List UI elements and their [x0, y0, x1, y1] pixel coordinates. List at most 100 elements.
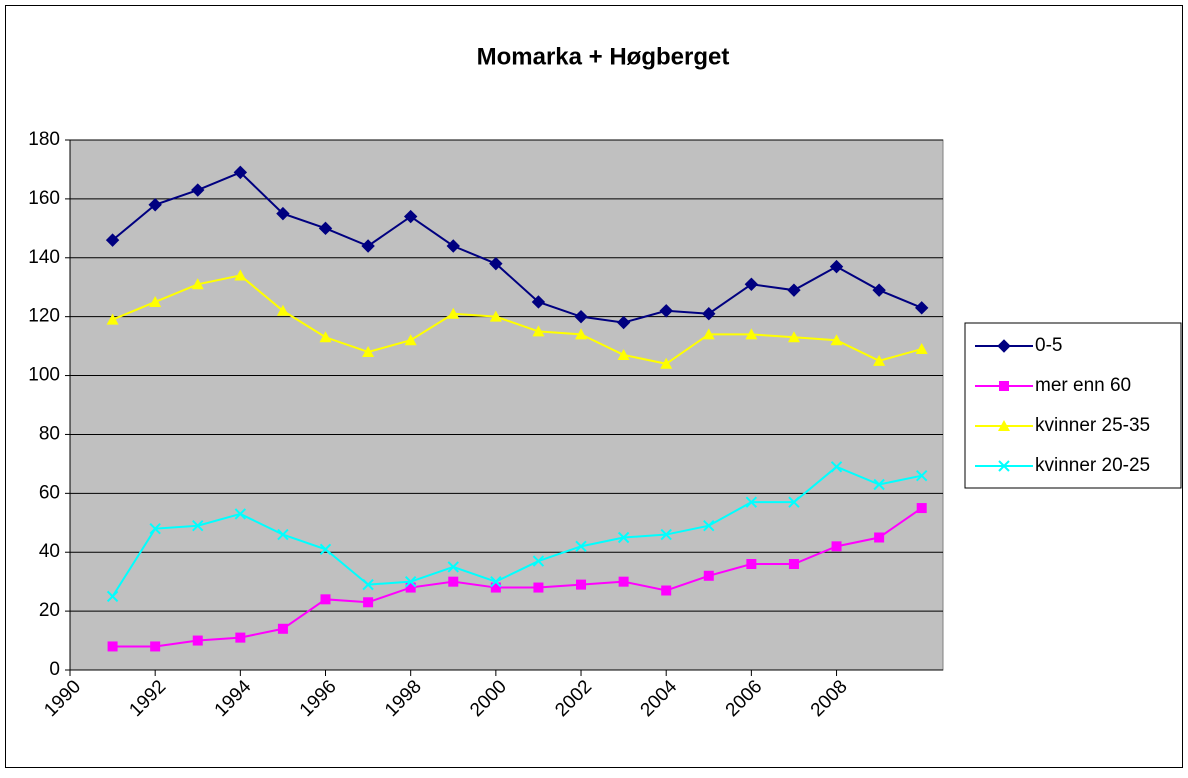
y-tick-label: 140	[28, 247, 60, 268]
marker	[660, 357, 673, 369]
marker	[490, 582, 501, 593]
marker	[191, 183, 205, 197]
marker	[830, 334, 843, 346]
marker	[746, 559, 757, 569]
legend-marker	[997, 339, 1011, 353]
marker	[873, 478, 885, 491]
marker	[574, 309, 588, 324]
marker	[149, 295, 162, 307]
legend-marker	[999, 381, 1009, 391]
marker	[276, 206, 290, 221]
marker	[105, 233, 120, 247]
marker	[575, 328, 588, 340]
marker	[319, 331, 332, 343]
marker	[575, 540, 587, 553]
legend-box	[964, 322, 1182, 489]
marker	[319, 543, 332, 555]
series-line	[111, 171, 923, 324]
marker	[403, 209, 418, 224]
marker	[320, 594, 331, 605]
y-tick-label: 20	[39, 600, 60, 621]
y-tick-label: 80	[39, 423, 60, 444]
marker	[361, 239, 375, 253]
marker	[489, 310, 502, 322]
legend-label: kvinner 20-25	[1035, 455, 1150, 476]
marker	[916, 503, 927, 514]
marker	[873, 354, 886, 366]
marker	[149, 522, 161, 535]
marker	[874, 532, 885, 543]
marker	[277, 528, 289, 541]
marker	[233, 165, 248, 180]
legend-marker	[998, 460, 1010, 472]
y-tick-label: 60	[39, 482, 60, 503]
marker	[915, 469, 928, 482]
marker	[576, 579, 587, 590]
marker	[362, 346, 375, 357]
marker	[659, 304, 673, 318]
marker	[787, 331, 800, 343]
marker	[618, 576, 629, 587]
y-tick-label: 100	[28, 365, 60, 386]
marker	[490, 575, 502, 588]
marker	[617, 531, 630, 544]
series-line	[112, 507, 923, 648]
chart-title: Momarka + Høgberget	[477, 43, 730, 70]
marker	[617, 348, 630, 360]
marker	[703, 570, 714, 581]
marker	[788, 559, 799, 569]
marker	[660, 528, 672, 541]
marker	[276, 304, 289, 316]
marker	[787, 283, 801, 297]
marker	[277, 623, 288, 634]
series-line	[111, 465, 922, 597]
marker	[745, 496, 758, 508]
marker	[831, 541, 842, 552]
marker	[447, 561, 459, 573]
marker	[532, 555, 545, 567]
marker	[702, 328, 715, 340]
marker	[362, 578, 374, 591]
marker	[191, 278, 204, 290]
marker	[616, 315, 631, 330]
y-tick-label: 0	[49, 659, 60, 680]
marker	[489, 256, 503, 271]
marker	[915, 301, 929, 315]
legend-label: mer enn 60	[1035, 375, 1131, 396]
marker	[363, 597, 374, 608]
marker	[531, 295, 546, 309]
marker	[446, 239, 460, 253]
series-line	[112, 274, 922, 365]
marker	[235, 632, 246, 643]
marker	[830, 461, 843, 473]
marker	[192, 635, 203, 646]
marker	[532, 325, 545, 337]
marker	[106, 590, 119, 603]
marker	[234, 508, 247, 520]
legend-marker	[998, 420, 1010, 431]
y-tick-label: 40	[39, 541, 60, 562]
marker	[234, 269, 247, 281]
y-tick-label: 180	[28, 129, 60, 150]
marker	[447, 307, 460, 319]
marker	[150, 641, 161, 652]
marker	[788, 496, 800, 508]
legend-label: 0-5	[1035, 335, 1062, 356]
marker	[661, 585, 672, 596]
marker	[404, 334, 417, 346]
marker	[106, 313, 119, 325]
marker	[829, 259, 844, 274]
marker	[192, 520, 204, 532]
y-tick-label: 160	[28, 188, 60, 209]
marker	[872, 283, 886, 297]
marker	[448, 576, 459, 587]
marker	[148, 198, 162, 212]
marker	[744, 277, 759, 291]
marker	[702, 307, 716, 321]
y-tick-label: 120	[28, 306, 60, 327]
marker	[533, 582, 544, 593]
marker	[915, 343, 928, 355]
marker	[703, 520, 715, 532]
legend-label: kvinner 25-35	[1035, 415, 1150, 436]
